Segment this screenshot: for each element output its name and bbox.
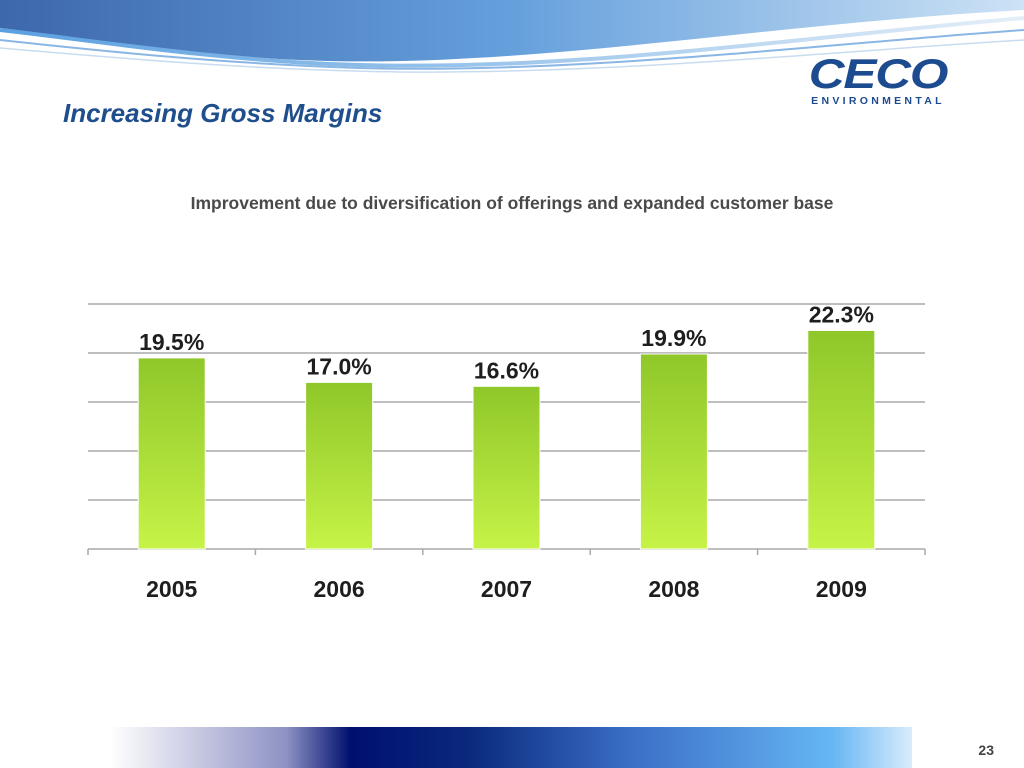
data-label-2009: 22.3% [809, 301, 874, 327]
bar-2007 [472, 385, 541, 550]
slide-subtitle: Improvement due to diversification of of… [190, 193, 834, 213]
data-label-2008: 19.9% [641, 325, 706, 351]
bar-2005 [137, 357, 206, 550]
x-tick-label-2009: 2009 [816, 576, 867, 602]
bar-2006 [305, 381, 374, 550]
gross-margin-bar-chart: 19.5% 2005 17.0% 2006 16.6% 2007 19.9% 2008 22.3… [87, 301, 926, 602]
x-tick-label-2008: 2008 [648, 576, 699, 602]
data-label-2005: 19.5% [139, 329, 204, 355]
bar-2008 [639, 353, 708, 550]
x-tick-label-2006: 2006 [314, 576, 365, 602]
x-tick-label-2007: 2007 [481, 576, 532, 602]
logo-mark: CECO [808, 50, 949, 97]
data-label-2006: 17.0% [306, 353, 371, 379]
company-logo: CECO ENVIRONMENTAL [808, 53, 949, 108]
bar-2009 [807, 329, 876, 550]
slide-title: Increasing Gross Margins [63, 98, 383, 128]
header-swoosh [0, 0, 1024, 73]
footer-gradient-bar [110, 727, 912, 768]
data-label-2007: 16.6% [474, 357, 539, 383]
logo-subtext: ENVIRONMENTAL [811, 95, 945, 107]
x-tick-label-2005: 2005 [146, 576, 197, 602]
page-number: 23 [978, 742, 994, 758]
